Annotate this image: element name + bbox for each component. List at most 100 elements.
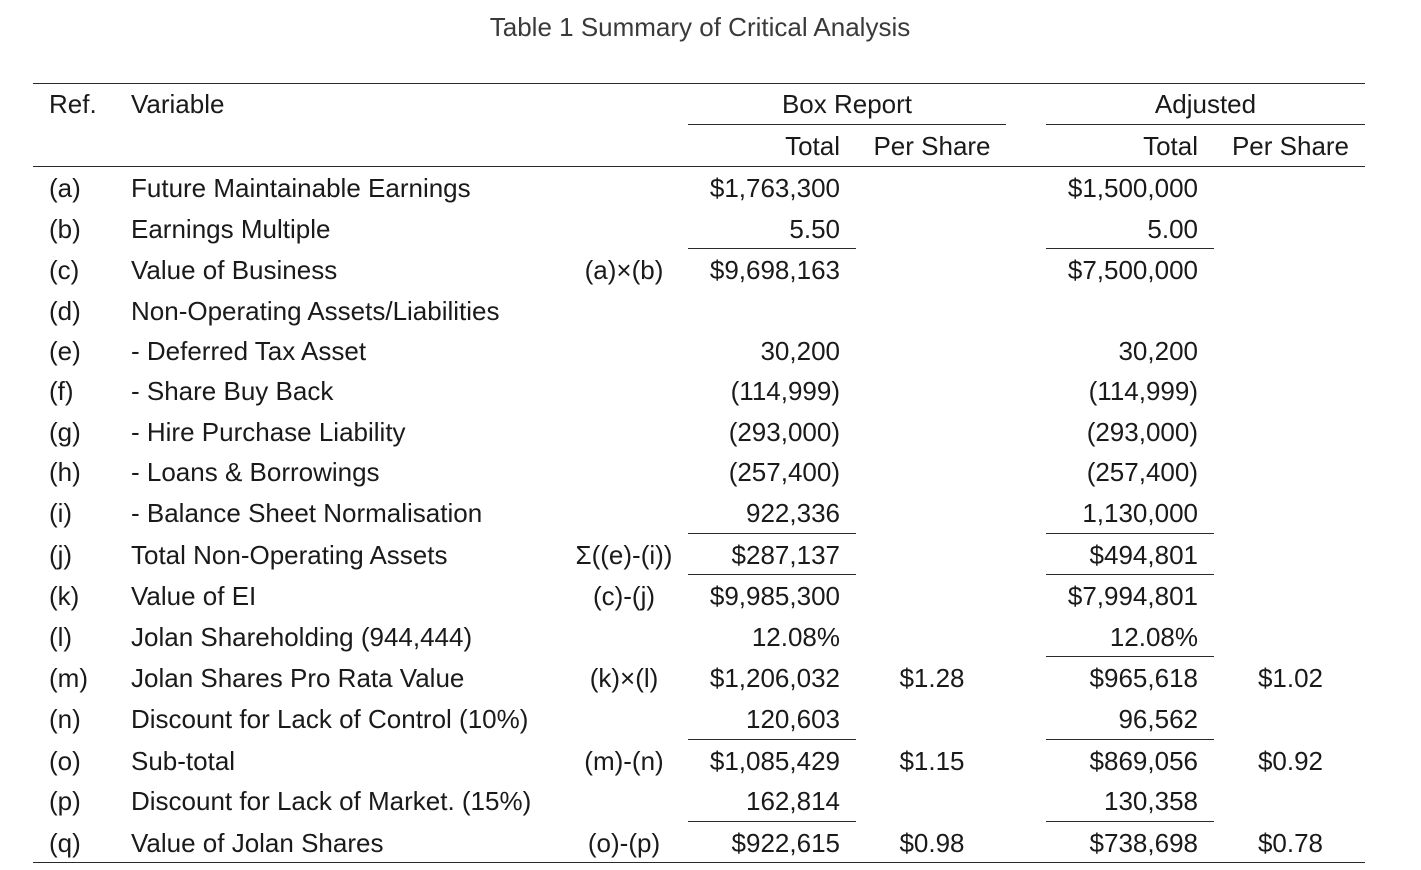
cell-box-per-share: $1.28: [899, 663, 965, 693]
cell-variable: Total Non-Operating Assets: [131, 540, 448, 570]
cell-variable: Value of EI: [131, 581, 257, 611]
cell-box-total: 12.08%: [751, 622, 840, 652]
table-caption: Table 1 Summary of Critical Analysis: [489, 12, 911, 42]
cell-variable: - Share Buy Back: [131, 376, 334, 406]
cell-adj-total: 30,200: [1118, 336, 1198, 366]
header-box-per-share: Per Share: [873, 131, 991, 161]
cell-formula: (k)×(l): [589, 663, 659, 693]
header-box-report: Box Report: [781, 89, 913, 119]
cell-box-per-share: $1.15: [899, 746, 965, 776]
subtotal-rule: [1046, 656, 1214, 657]
subtotal-rule: [688, 739, 856, 740]
cell-adj-total: 130,358: [1104, 786, 1198, 816]
cell-adj-total: $1,500,000: [1067, 173, 1198, 203]
cell-variable: - Hire Purchase Liability: [131, 417, 406, 447]
cell-ref: (m): [49, 663, 88, 693]
cell-formula: (a)×(b): [584, 255, 664, 285]
cell-box-total: $9,985,300: [709, 581, 840, 611]
cell-adj-per-share: $1.02: [1257, 663, 1324, 693]
subtotal-rule: [1046, 739, 1214, 740]
cell-variable: Sub-total: [131, 746, 236, 776]
header-ref: Ref.: [49, 89, 97, 119]
cell-ref: (o): [49, 746, 81, 776]
cell-variable: Value of Business: [131, 255, 338, 285]
cell-variable: - Balance Sheet Normalisation: [131, 498, 483, 528]
cell-ref: (j): [49, 540, 73, 570]
cell-ref: (f): [49, 376, 74, 406]
cell-box-total: (114,999): [730, 376, 840, 406]
cell-adj-total: (114,999): [1088, 376, 1198, 406]
cell-box-total: (293,000): [728, 417, 840, 447]
cell-box-total: 922,336: [746, 498, 840, 528]
cell-ref: (b): [49, 214, 81, 244]
cell-ref: (g): [49, 417, 81, 447]
header-adjusted: Adjusted: [1154, 89, 1257, 119]
cell-adj-total: $738,698: [1089, 828, 1198, 858]
subtotal-rule: [688, 574, 856, 575]
cell-variable: Value of Jolan Shares: [131, 828, 384, 858]
cell-adj-total: (257,400): [1086, 457, 1198, 487]
cell-variable: Jolan Shares Pro Rata Value: [131, 663, 465, 693]
header-box-total: Total: [785, 131, 840, 161]
cell-box-total: $1,085,429: [709, 746, 840, 776]
cell-ref: (n): [49, 704, 81, 734]
cell-ref: (q): [49, 828, 81, 858]
cell-box-total: $922,615: [731, 828, 840, 858]
cell-adj-total: $7,500,000: [1067, 255, 1198, 285]
cell-box-total: 120,603: [746, 704, 840, 734]
cell-formula: Σ((e)-(i)): [575, 540, 673, 570]
cell-variable: Discount for Lack of Control (10%): [131, 704, 529, 734]
cell-variable: - Loans & Borrowings: [131, 457, 380, 487]
cell-variable: Jolan Shareholding (944,444): [131, 622, 473, 652]
cell-adj-total: 12.08%: [1109, 622, 1198, 652]
cell-ref: (c): [49, 255, 80, 285]
cell-box-total: (257,400): [728, 457, 840, 487]
cell-adj-total: $869,056: [1089, 746, 1198, 776]
cell-adj-total: 5.00: [1147, 214, 1198, 244]
cell-adj-total: $494,801: [1089, 540, 1198, 570]
cell-formula: (c)-(j): [592, 581, 656, 611]
header-adj-total: Total: [1143, 131, 1198, 161]
cell-box-total: $1,763,300: [709, 173, 840, 203]
cell-variable: Discount for Lack of Market. (15%): [131, 786, 532, 816]
subtotal-rule: [1046, 533, 1214, 534]
header-bottom-rule: [33, 166, 1365, 167]
cell-formula: (m)-(n): [584, 746, 664, 776]
cell-ref: (e): [49, 336, 81, 366]
header-variable: Variable: [131, 89, 225, 119]
cell-box-total: 30,200: [760, 336, 840, 366]
cell-box-total: 5.50: [789, 214, 840, 244]
cell-adj-total: 96,562: [1118, 704, 1198, 734]
cell-ref: (k): [49, 581, 80, 611]
subtotal-rule: [688, 533, 856, 534]
cell-adj-total: $7,994,801: [1067, 581, 1198, 611]
cell-ref: (a): [49, 173, 81, 203]
box-report-group-rule: [688, 124, 1006, 125]
subtotal-rule: [1046, 248, 1214, 249]
cell-ref: (l): [49, 622, 73, 652]
cell-ref: (d): [49, 296, 81, 326]
cell-adj-per-share: $0.78: [1257, 828, 1324, 858]
subtotal-rule: [1046, 821, 1214, 822]
cell-variable: Future Maintainable Earnings: [131, 173, 471, 203]
cell-box-total: $1,206,032: [709, 663, 840, 693]
cell-box-total: $287,137: [731, 540, 840, 570]
subtotal-rule: [1046, 574, 1214, 575]
cell-ref: (h): [49, 457, 81, 487]
cell-variable: Non-Operating Assets/Liabilities: [131, 296, 500, 326]
cell-adj-total: $965,618: [1089, 663, 1198, 693]
cell-variable: - Deferred Tax Asset: [131, 336, 367, 366]
cell-formula: (o)-(p): [587, 828, 661, 858]
adjusted-group-rule: [1046, 124, 1365, 125]
subtotal-rule: [688, 821, 856, 822]
table-bottom-rule: [33, 862, 1365, 863]
cell-box-total: $9,698,163: [709, 255, 840, 285]
cell-adj-total: 1,130,000: [1082, 498, 1198, 528]
cell-adj-per-share: $0.92: [1257, 746, 1324, 776]
cell-box-per-share: $0.98: [899, 828, 965, 858]
cell-box-total: 162,814: [746, 786, 840, 816]
cell-ref: (p): [49, 786, 81, 816]
header-adj-per-share: Per Share: [1231, 131, 1350, 161]
cell-ref: (i): [49, 498, 73, 528]
table-top-rule: [33, 83, 1365, 84]
